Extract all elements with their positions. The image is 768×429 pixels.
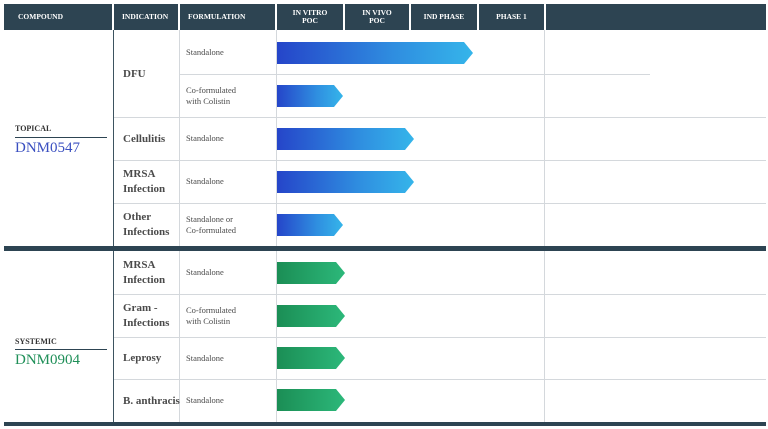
topical-underline xyxy=(15,137,107,138)
header-in-vitro: IN VITRO POC xyxy=(292,7,328,25)
topical-compound-name: DNM0547 xyxy=(15,140,81,156)
progress-arrow xyxy=(277,262,345,284)
header-indication: INDICATION xyxy=(122,11,169,21)
header-formulation-cell xyxy=(180,4,275,30)
systemic-compound-name: DNM0904 xyxy=(15,352,81,368)
header-phase1-cell xyxy=(479,4,544,30)
formulation-label: Standalone xyxy=(186,46,224,57)
indication-label: MRSA Infection xyxy=(123,168,166,195)
formulation-label: Co-formulated with Colistin xyxy=(186,304,237,326)
grid-line xyxy=(180,74,650,75)
grid-line xyxy=(114,160,766,161)
grid-line xyxy=(114,117,766,118)
header-indphase-cell xyxy=(411,4,477,30)
grid-line xyxy=(544,30,545,426)
header-empty-cell xyxy=(546,4,766,30)
indication-label: Gram - Infections xyxy=(123,302,170,329)
header-formulation: FORMULATION xyxy=(188,11,246,21)
header-compound: COMPOUND xyxy=(18,11,63,21)
indication-label: MRSA Infection xyxy=(123,259,166,286)
formulation-label: Standalone xyxy=(186,395,224,406)
progress-arrow xyxy=(277,389,345,411)
grid-line xyxy=(276,30,277,426)
indication-label: Other Infections xyxy=(123,211,170,238)
formulation-label: Standalone xyxy=(186,352,224,363)
header-compound-cell xyxy=(4,4,112,30)
formulation-label: Co-formulated with Colistin xyxy=(186,84,237,106)
formulation-label: Standalone or Co-formulated xyxy=(186,213,237,235)
progress-arrow xyxy=(277,128,414,150)
header-phase1: PHASE 1 xyxy=(496,11,527,21)
progress-arrow xyxy=(277,42,473,64)
header-ind-phase: IND PHASE xyxy=(423,11,465,21)
header-invitro-cell xyxy=(277,4,343,30)
grid-line xyxy=(114,294,766,295)
systemic-label: SYSTEMIC xyxy=(15,337,57,346)
grid-line xyxy=(114,203,766,204)
indication-label: B. anthracis xyxy=(123,394,180,407)
formulation-label: Standalone xyxy=(186,133,224,144)
header-indication-cell xyxy=(114,4,178,30)
header-in-vivo: IN VIVO POC xyxy=(362,7,392,25)
progress-arrow xyxy=(277,85,343,107)
grid-line xyxy=(113,30,114,426)
progress-arrow xyxy=(277,305,345,327)
formulation-label: Standalone xyxy=(186,267,224,278)
indication-label: Cellulitis xyxy=(123,132,166,145)
grid-line xyxy=(114,379,766,380)
grid-line xyxy=(114,337,766,338)
progress-arrow xyxy=(277,347,345,369)
progress-arrow xyxy=(277,171,414,193)
header-invivo-cell xyxy=(345,4,409,30)
grid-line xyxy=(179,30,180,426)
indication-label: Leprosy xyxy=(123,352,162,365)
bottom-border xyxy=(4,422,766,426)
indication-label: DFU xyxy=(123,67,146,80)
progress-arrow xyxy=(277,214,343,236)
systemic-underline xyxy=(15,349,107,350)
topical-label: TOPICAL xyxy=(15,124,52,133)
formulation-label: Standalone xyxy=(186,176,224,187)
section-separator xyxy=(4,246,766,251)
